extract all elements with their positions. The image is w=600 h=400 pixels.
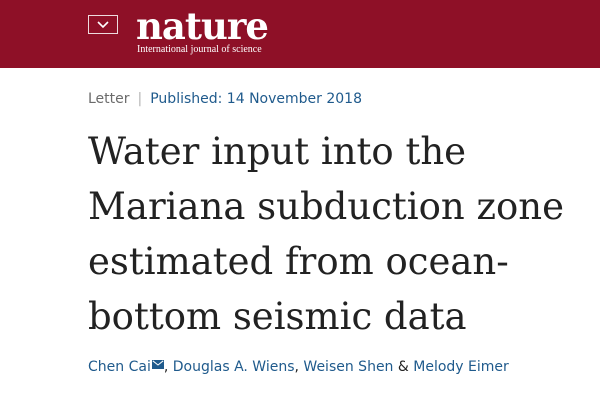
logo-wordmark: nature <box>136 4 269 48</box>
site-header: nature International journal of science <box>0 0 600 68</box>
author-separator: , <box>163 359 173 375</box>
author-link-douglas-wiens[interactable]: Douglas A. Wiens <box>172 359 295 375</box>
article-type: Letter <box>88 91 130 107</box>
article-meta: Letter | Published: 14 November 2018 <box>88 90 362 108</box>
menu-toggle-button[interactable] <box>88 15 118 34</box>
author-separator: & <box>393 359 414 375</box>
title-line: Water input into the <box>88 130 467 173</box>
email-icon[interactable] <box>151 360 164 369</box>
author-separator: , <box>294 359 304 375</box>
chevron-down-icon <box>97 21 109 29</box>
author-link-weisen-shen[interactable]: Weisen Shen <box>303 359 394 375</box>
article-title: Water input into the Mariana subduction … <box>88 124 588 344</box>
title-line: bottom seismic data <box>88 295 467 338</box>
author-link-melody-eimer[interactable]: Melody Eimer <box>413 359 509 375</box>
title-line: Mariana subduction zone <box>88 185 564 228</box>
author-link-chen-cai[interactable]: Chen Cai <box>88 359 151 375</box>
logo-tagline: International journal of science <box>137 44 262 55</box>
title-line: estimated from ocean- <box>88 240 509 283</box>
published-date: Published: 14 November 2018 <box>150 91 362 107</box>
author-list: Chen Cai , Douglas A. Wiens, Weisen Shen… <box>88 358 509 376</box>
meta-separator: | <box>137 91 143 107</box>
